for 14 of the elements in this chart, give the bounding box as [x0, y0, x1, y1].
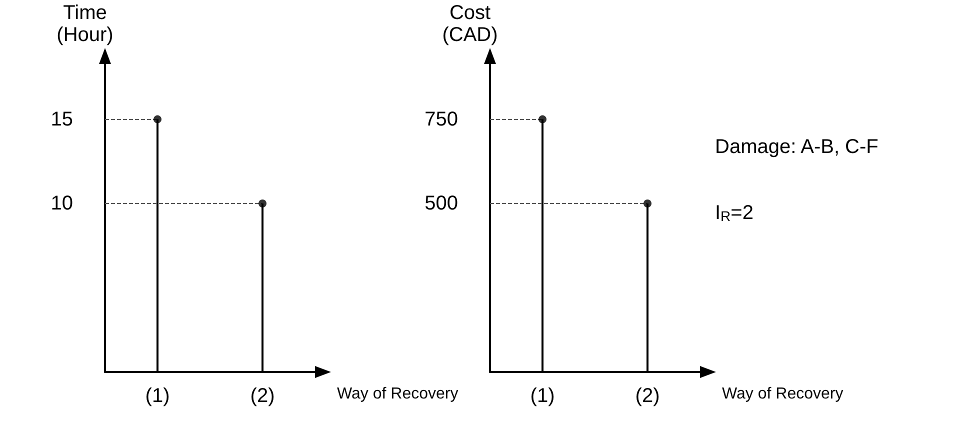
y-axis-title: Cost (CAD)	[442, 2, 498, 46]
y-tick-label: 500	[424, 192, 458, 215]
x-tick-label: (2)	[250, 385, 275, 407]
text: IR=2	[715, 202, 754, 224]
y-axis-title: Time (Hour)	[56, 2, 114, 46]
x-axis-title: Way of Recovery	[722, 386, 844, 402]
y-tick-label: 750	[424, 108, 458, 130]
y-tick-label: 15	[50, 108, 73, 130]
x-tick-label: (1)	[530, 385, 555, 407]
x-axis-title: Way of Recovery	[337, 386, 458, 402]
x-tick-label: (1)	[145, 385, 170, 407]
x-tick-label: (2)	[635, 385, 660, 407]
y-tick-label: 10	[50, 192, 73, 215]
text: Damage: A-B, C-F	[715, 136, 878, 158]
